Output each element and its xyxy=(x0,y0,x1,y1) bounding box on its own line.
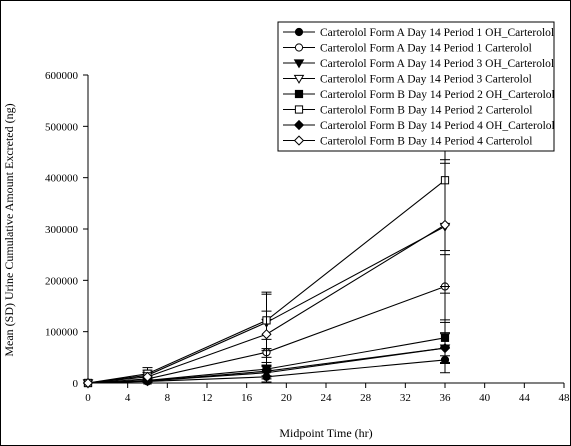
x-tick-label: 0 xyxy=(85,392,91,404)
legend-label: Carterolol Form A Day 14 Period 3 OH_Car… xyxy=(320,58,554,70)
legend-label: Carterolol Form B Day 14 Period 2 OH_Car… xyxy=(320,89,555,101)
y-tick-label: 200000 xyxy=(45,275,79,287)
data-point xyxy=(142,371,153,382)
legend-marker xyxy=(293,135,305,146)
axes: 0 4 8 12 16 20 24 28 32 36 40 44 4801000002000003000… xyxy=(45,70,570,404)
legend-marker xyxy=(294,27,304,37)
legend-label: Carterolol Form B Day 14 Period 2 Carter… xyxy=(320,105,532,117)
legend-label: Carterolol Form A Day 14 Period 1 Carter… xyxy=(320,43,532,55)
x-tick-label: 48 xyxy=(559,392,571,404)
plot-area xyxy=(82,105,451,389)
series-8 xyxy=(82,162,451,389)
series-line xyxy=(87,225,446,384)
y-tick-label: 300000 xyxy=(45,224,79,236)
x-tick-label: 28 xyxy=(360,392,372,404)
x-tick-label: 12 xyxy=(202,392,213,404)
data-point xyxy=(82,377,94,389)
y-tick-label: 0 xyxy=(73,378,79,390)
x-tick-label: 4 xyxy=(125,392,131,404)
y-tick-label: 600000 xyxy=(45,70,79,82)
x-tick-label: 8 xyxy=(165,392,171,404)
y-tick-label: 500000 xyxy=(45,121,79,133)
legend-item: Carterolol Form A Day 14 Period 1 OH_Car… xyxy=(283,27,554,39)
legend-label: Carterolol Form A Day 14 Period 1 OH_Car… xyxy=(320,27,554,39)
legend-item: Carterolol Form A Day 14 Period 3 OH_Car… xyxy=(283,58,554,70)
legend-label: Carterolol Form B Day 14 Period 4 Carter… xyxy=(320,136,532,148)
legend-marker xyxy=(294,43,304,52)
y-tick-label: 100000 xyxy=(45,327,79,339)
legend-marker xyxy=(293,119,305,131)
x-tick-label: 40 xyxy=(479,392,491,404)
series-line xyxy=(87,179,446,384)
x-tick-label: 24 xyxy=(321,392,333,404)
x-tick-label: 32 xyxy=(400,392,411,404)
legend-label: Carterolol Form A Day 14 Period 3 Carter… xyxy=(320,74,532,86)
x-tick-label: 36 xyxy=(440,392,452,404)
series-line xyxy=(87,224,446,384)
x-tick-label: 16 xyxy=(241,392,253,404)
legend-item: Carterolol Form B Day 14 Period 2 Carter… xyxy=(283,105,532,117)
legend-item: Carterolol Form A Day 14 Period 1 Carter… xyxy=(283,43,532,55)
x-axis-label: Midpoint Time (hr) xyxy=(279,426,372,440)
legend-label: Carterolol Form B Day 14 Period 4 OH_Car… xyxy=(320,120,555,132)
data-point xyxy=(439,219,451,231)
legend-box xyxy=(277,21,555,152)
y-axis-label: Mean (SD) Urine Cumulative Amount Excret… xyxy=(2,103,16,356)
data-point xyxy=(261,329,272,340)
legend-item: Carterolol Form B Day 14 Period 2 OH_Car… xyxy=(283,89,555,101)
data-point xyxy=(439,342,451,354)
data-point xyxy=(261,366,272,377)
series-line xyxy=(87,285,446,384)
x-tick-label: 44 xyxy=(519,392,531,404)
x-tick-label: 20 xyxy=(281,392,293,404)
legend-item: Carterolol Form B Day 14 Period 4 Carter… xyxy=(283,135,532,148)
legend-item: Carterolol Form B Day 14 Period 4 OH_Car… xyxy=(283,119,555,132)
legend-marker xyxy=(293,59,305,69)
legend: Carterolol Form A Day 14 Period 1 OH_Car… xyxy=(277,21,555,152)
legend-marker xyxy=(294,89,304,99)
legend-marker xyxy=(293,74,305,84)
y-tick-label: 400000 xyxy=(45,173,79,185)
legend-item: Carterolol Form A Day 14 Period 3 Carter… xyxy=(283,74,532,86)
legend-marker xyxy=(294,105,304,114)
series-line xyxy=(87,347,446,384)
